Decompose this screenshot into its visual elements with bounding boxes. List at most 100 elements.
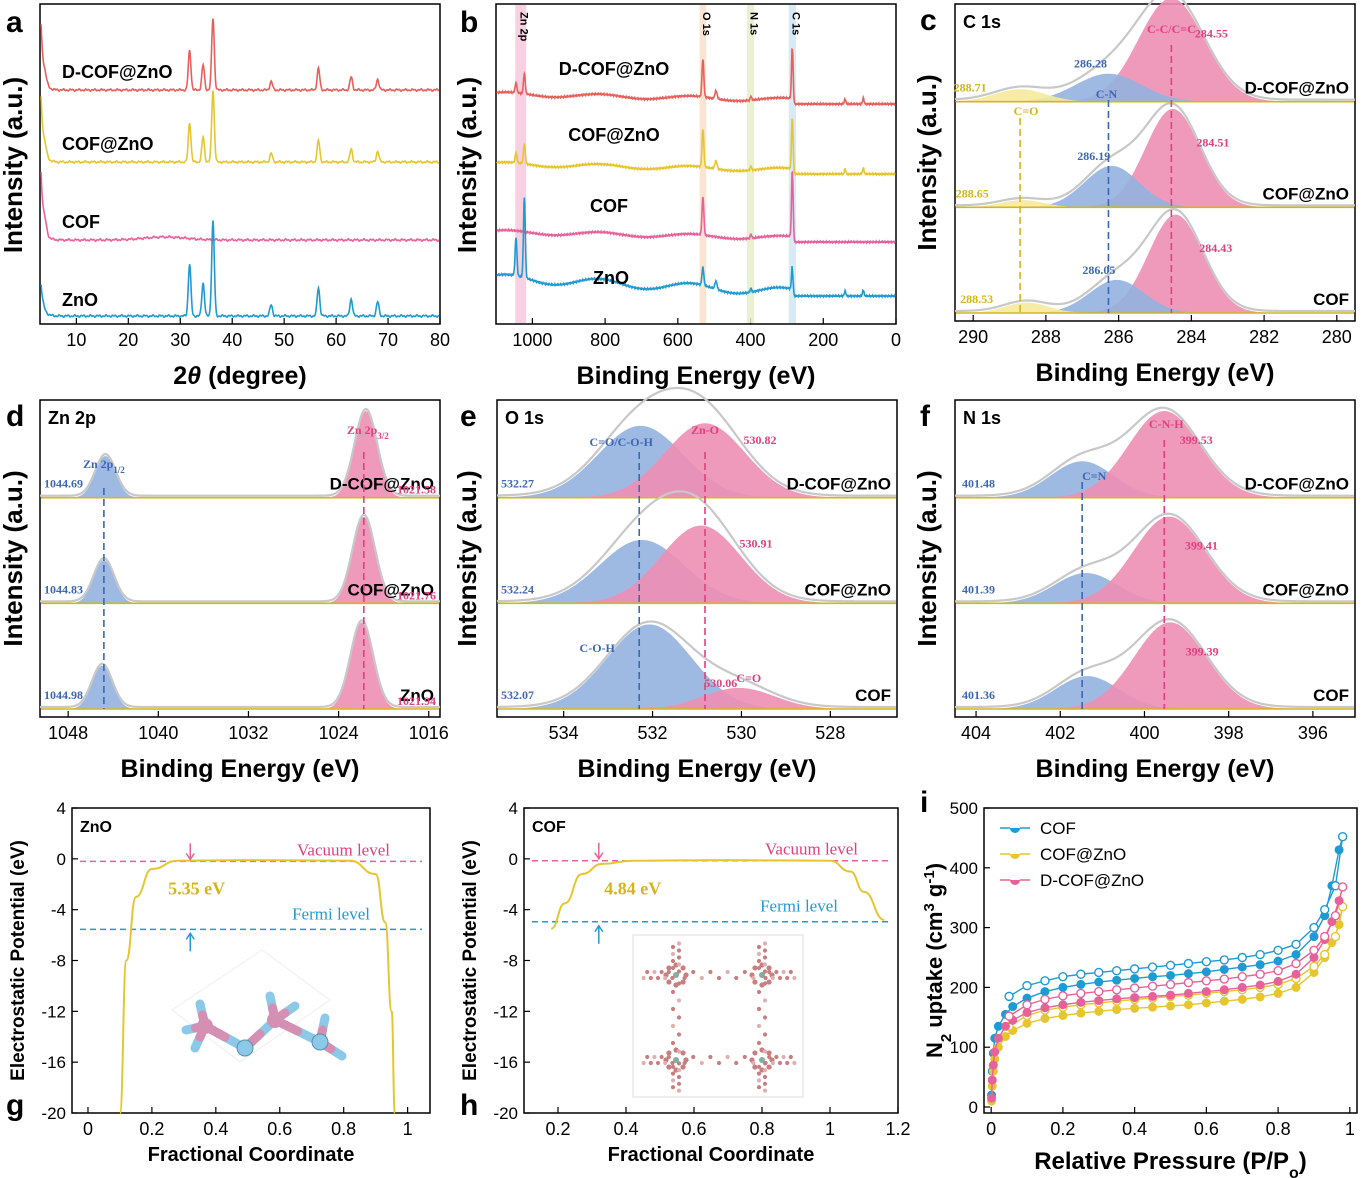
cof-atom [663, 975, 668, 981]
peak-value-label: 530.06 [704, 676, 737, 690]
axes-frame [495, 3, 897, 325]
cof-atom [676, 948, 682, 953]
panel-a: 10 20 30 40 50 60 70 80 Intensity (a.u.) 2θ (degr… [0, 3, 450, 390]
panel-panel-d: 1048 1040 1032 1024 1016 Intensity (a.u.) Bind… [0, 399, 449, 783]
peak-value-label: 532.24 [501, 582, 534, 596]
desorption-point [1255, 969, 1265, 979]
band-label: N 1s [748, 12, 760, 35]
y-axis-label: Intensity (a.u.) [0, 470, 28, 646]
cof-atom [756, 1085, 762, 1090]
cof-structure-illustration [632, 934, 804, 1098]
adsorption-point [1237, 982, 1247, 992]
peak-value-label: 530.91 [740, 536, 773, 550]
adsorption-point [1040, 1014, 1050, 1024]
cof-atom [774, 1054, 779, 1060]
cof-atom [756, 1023, 762, 1029]
panel-title: N 1s [963, 408, 1001, 428]
cof-atom [751, 1060, 756, 1066]
cof-atom [670, 965, 676, 971]
x-tick-label: 528 [815, 723, 845, 743]
desorption-point [1004, 991, 1014, 1002]
adsorption-point [1255, 980, 1265, 990]
vacuum-level-label: Vacuum level [765, 840, 858, 859]
y-tick-label: 0 [509, 850, 518, 869]
cof-atom [670, 1040, 676, 1046]
adsorption-point [1130, 973, 1140, 983]
cof-atom [762, 962, 768, 967]
y-tick-label: 0 [57, 850, 66, 869]
cof-atom [716, 1060, 722, 1066]
o-atom [311, 1033, 329, 1051]
adsorption-point [1291, 950, 1301, 960]
x-tick-label: 404 [961, 723, 991, 743]
x-tick-label: 532 [638, 723, 668, 743]
cof-atom [766, 965, 772, 971]
cof-atom [708, 969, 713, 975]
cof-atom [762, 981, 768, 986]
peak-value-label: 284.55 [1195, 26, 1228, 40]
cof-atom [670, 951, 676, 957]
series-label: COF [855, 686, 891, 705]
adsorption-point [1094, 977, 1104, 987]
peak-value-label: 288.65 [956, 186, 989, 200]
cof-atom [756, 944, 762, 950]
desorption-point [1237, 971, 1247, 982]
cof-atom [759, 1057, 765, 1063]
cof-atom [756, 1078, 762, 1083]
cof-atom [676, 969, 682, 974]
x-tick-label: 70 [378, 330, 398, 350]
peak-value-label: 401.39 [962, 582, 995, 596]
panel-letter: h [460, 1089, 478, 1122]
desorption-point [1129, 983, 1140, 993]
cof-atom [680, 979, 686, 985]
cof-atom [676, 955, 682, 960]
peak-name-label: C-O-H [580, 641, 616, 655]
desorption-point [1201, 956, 1212, 967]
desorption-point [1273, 945, 1283, 956]
cof-atom [680, 1064, 686, 1070]
desorption-point [1320, 949, 1330, 960]
envelope-curve [40, 619, 440, 709]
series-label: COF@ZnO [62, 134, 154, 154]
cof-atom [670, 1023, 676, 1029]
adsorption-point [1148, 972, 1158, 982]
cof-atom [666, 979, 672, 985]
desorption-point [1237, 952, 1247, 963]
desorption-point [1201, 976, 1212, 986]
panel-letter: i [920, 786, 928, 819]
adsorption-point [1022, 1008, 1032, 1018]
cof-atom [670, 1085, 676, 1090]
series-label: COF@ZnO [568, 125, 660, 145]
unit-cell-outline [632, 934, 804, 1098]
envelope-curve [954, 102, 1355, 207]
x-tick-label: 0 [891, 330, 901, 350]
series-line-D-COF@ZnO [40, 18, 440, 93]
adsorption-point [1219, 964, 1229, 974]
peak-value-label: 399.53 [1180, 433, 1213, 447]
x-tick-label: 0.4 [203, 1119, 228, 1139]
cof-atom [670, 1006, 676, 1012]
cof-atom [676, 1088, 682, 1093]
panel-title: O 1s [505, 408, 544, 428]
adsorption-point [1058, 1000, 1068, 1010]
adsorption-point [993, 1033, 1003, 1043]
cof-atom [676, 1032, 682, 1037]
panel-panel-g: 0 0.2 0.4 0.6 0.8 1 4 0 -4 -8 -12 -16 -20 Electrostat… [8, 799, 431, 1166]
component-peak [497, 525, 897, 604]
adsorption-point [1334, 896, 1344, 906]
cof-atom [670, 975, 675, 981]
adsorption-line-COF@ZnO [990, 906, 1344, 1102]
cof-atom [756, 951, 762, 957]
x-tick-label: 40 [222, 330, 242, 350]
adsorption-point [1008, 1002, 1018, 1012]
cof-atom [652, 1054, 657, 1060]
arrow-head-icon [594, 924, 604, 933]
cof-atom [762, 1015, 768, 1020]
x-tick-label: 1 [403, 1119, 413, 1139]
desorption-point [1165, 979, 1176, 990]
cof-atom [762, 969, 768, 974]
cof-atom [767, 1054, 772, 1060]
envelope-curve [955, 618, 1354, 709]
component-peak [497, 425, 897, 498]
cof-atom [682, 975, 687, 981]
